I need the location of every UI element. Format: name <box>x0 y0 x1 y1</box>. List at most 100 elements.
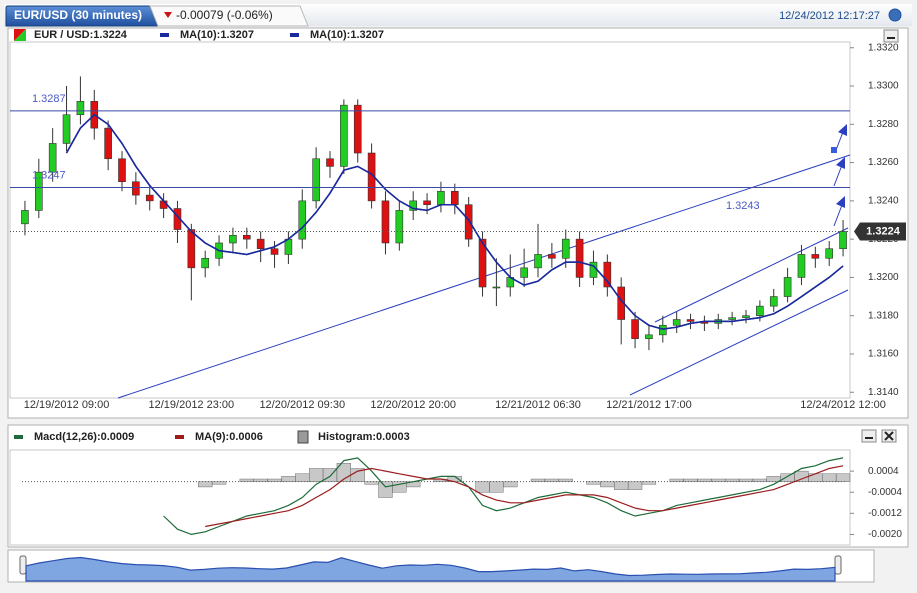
settings-button[interactable] <box>888 8 902 22</box>
histogram-bar <box>378 481 393 498</box>
histogram-bar <box>835 473 851 482</box>
candle-body <box>145 194 154 202</box>
candle-body <box>326 158 334 167</box>
histogram-bar <box>738 478 754 482</box>
title-tab[interactable] <box>5 5 159 27</box>
histogram-bar <box>808 473 823 482</box>
legend-label: Macd(12,26):0.0009 <box>34 431 134 443</box>
histogram-bar <box>503 481 518 488</box>
candle-body <box>187 229 196 269</box>
histogram-bar <box>489 481 504 493</box>
last-price-label: 1.3224 <box>866 225 901 237</box>
candle-body <box>769 296 778 307</box>
arrow-line <box>833 204 843 227</box>
histogram-bar <box>822 473 837 482</box>
candle-body <box>631 319 639 339</box>
legend-icon <box>14 29 26 41</box>
candle-body <box>62 114 71 144</box>
candle-body <box>270 248 279 255</box>
legend-label: MA(10):1.3207 <box>310 29 384 41</box>
histogram-bar <box>600 481 615 488</box>
candle-body <box>34 171 43 211</box>
legend-label: EUR / USD:1.3224 <box>34 29 128 41</box>
histogram-bar <box>253 478 268 482</box>
histogram-bar <box>683 478 698 482</box>
histogram-bar <box>669 478 684 482</box>
histogram-bar <box>309 468 324 482</box>
legend-icon <box>14 435 23 439</box>
minimize-button[interactable] <box>883 29 899 43</box>
candle-body <box>229 235 237 244</box>
histogram-bar <box>281 476 296 482</box>
candle-body <box>672 319 681 326</box>
candle-body <box>312 158 320 202</box>
legend-icon <box>297 430 309 444</box>
candle-body <box>645 334 653 339</box>
x-tick-label: 12/21/2012 17:00 <box>606 399 692 411</box>
histogram-bar <box>211 481 227 485</box>
candle-body <box>243 235 251 240</box>
x-tick-label: 12/20/2012 09:30 <box>259 399 345 411</box>
candle-body <box>21 210 29 225</box>
chart-title: EUR/USD (30 minutes) <box>14 8 142 22</box>
annotation-label: 1.3243 <box>726 200 760 212</box>
handle[interactable] <box>831 147 837 153</box>
navigator-handle[interactable] <box>19 555 27 575</box>
candle-body <box>492 286 501 289</box>
candle-body <box>742 315 750 318</box>
y-tick-label: -0.0004 <box>868 487 902 498</box>
moving-average-line <box>65 113 844 330</box>
close-icon <box>884 431 894 441</box>
candle-body <box>48 143 57 173</box>
histogram-bar <box>198 481 213 488</box>
y-tick-label: 1.3140 <box>868 387 899 398</box>
navigator-handle[interactable] <box>834 555 842 575</box>
candle-body <box>797 254 806 278</box>
histogram-bar <box>614 481 629 490</box>
candle-body <box>132 181 140 196</box>
level-label: 1.3287 <box>32 93 66 105</box>
timestamp: 12/24/2012 12:17:27 <box>779 10 880 22</box>
y-tick-label: 1.3320 <box>868 42 899 53</box>
x-tick-label: 12/19/2012 09:00 <box>24 399 110 411</box>
candle-body <box>548 254 556 259</box>
arrow-line <box>833 164 843 187</box>
minimize-button[interactable] <box>861 429 877 443</box>
candle-body <box>298 200 307 240</box>
arrow-head <box>836 196 845 208</box>
candle-body <box>783 277 792 297</box>
candle-body <box>104 127 112 160</box>
histogram-bar <box>558 478 573 482</box>
histogram-bar <box>586 481 601 485</box>
histogram-bar <box>780 473 795 482</box>
candle-body <box>658 324 667 336</box>
x-tick-label: 12/19/2012 23:00 <box>149 399 235 411</box>
navigator-area <box>25 556 836 582</box>
macd-plot-area <box>9 449 851 546</box>
histogram-bar <box>641 481 657 485</box>
candle-body <box>464 204 473 240</box>
candle-body <box>409 200 418 211</box>
legend-icon <box>290 33 299 37</box>
y-tick-label: -0.0012 <box>868 508 902 519</box>
legend-icon <box>160 33 169 37</box>
legend-label: Histogram:0.0003 <box>318 431 410 443</box>
channel-lower <box>629 289 849 396</box>
histogram-bar <box>725 478 740 482</box>
y-tick-label: 1.3300 <box>868 81 899 92</box>
histogram-bar <box>364 481 379 485</box>
down-arrow <box>164 12 172 18</box>
channel-upper <box>654 227 849 323</box>
legend-label: MA(10):1.3207 <box>180 29 254 41</box>
candle-body <box>284 238 293 255</box>
price-plot-area <box>9 41 851 399</box>
candle-body <box>437 190 445 205</box>
candle-body <box>589 261 598 278</box>
y-tick-label: 1.3260 <box>868 157 899 168</box>
histogram-bar <box>544 478 560 482</box>
candle-body <box>353 104 362 154</box>
candle-body <box>256 238 265 250</box>
indicator-line <box>205 465 844 528</box>
candle-body <box>381 200 390 244</box>
